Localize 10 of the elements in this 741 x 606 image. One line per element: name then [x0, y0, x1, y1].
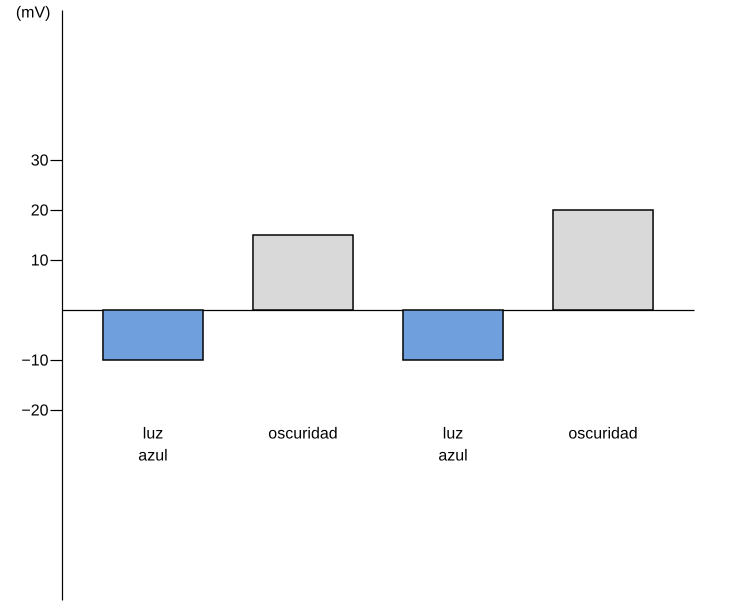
y-tick-label: 30 [30, 152, 49, 170]
y-tick-label: −10 [21, 352, 49, 370]
y-tick-label: 20 [30, 202, 49, 220]
x-tick-label: luz azul [138, 426, 168, 464]
y-tick-label: −20 [21, 402, 49, 420]
x-tick-label: oscuridad [268, 426, 338, 442]
y-tick-label: 10 [30, 252, 49, 270]
y-axis-title: (mV) [16, 4, 50, 22]
x-tick-label: oscuridad [568, 426, 638, 442]
x-tick-label: luz azul [438, 426, 468, 464]
